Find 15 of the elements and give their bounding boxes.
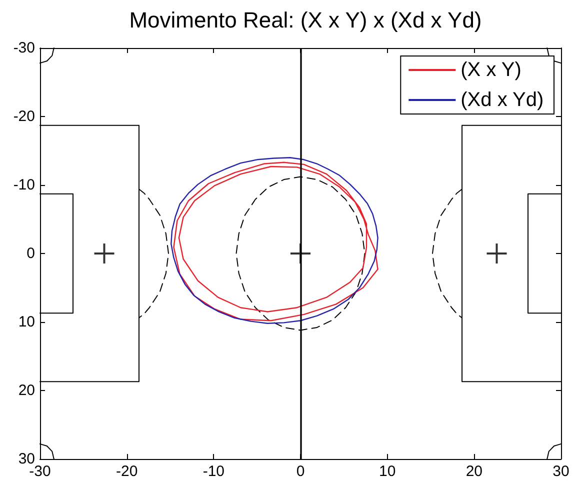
- y-tick-label: 0: [26, 245, 35, 262]
- x-tick-label: 0: [296, 463, 305, 480]
- y-tick-label: -30: [13, 40, 35, 56]
- x-tick-label: 10: [378, 463, 396, 480]
- x-tick-label: -10: [202, 463, 225, 480]
- chart-title: Movimento Real: (X x Y) x (Xd x Yd): [129, 8, 482, 32]
- legend-label: (X x Y): [460, 59, 522, 81]
- x-tick-label: 30: [552, 463, 570, 480]
- legend-label: (Xd x Yd): [460, 89, 544, 111]
- y-tick-label: -10: [13, 176, 35, 194]
- y-tick-label: 20: [18, 382, 35, 399]
- y-tick-label: 10: [18, 314, 35, 330]
- x-tick-label: 20: [466, 463, 483, 480]
- x-tick-label: -20: [116, 463, 138, 480]
- y-tick-label: -20: [13, 108, 35, 125]
